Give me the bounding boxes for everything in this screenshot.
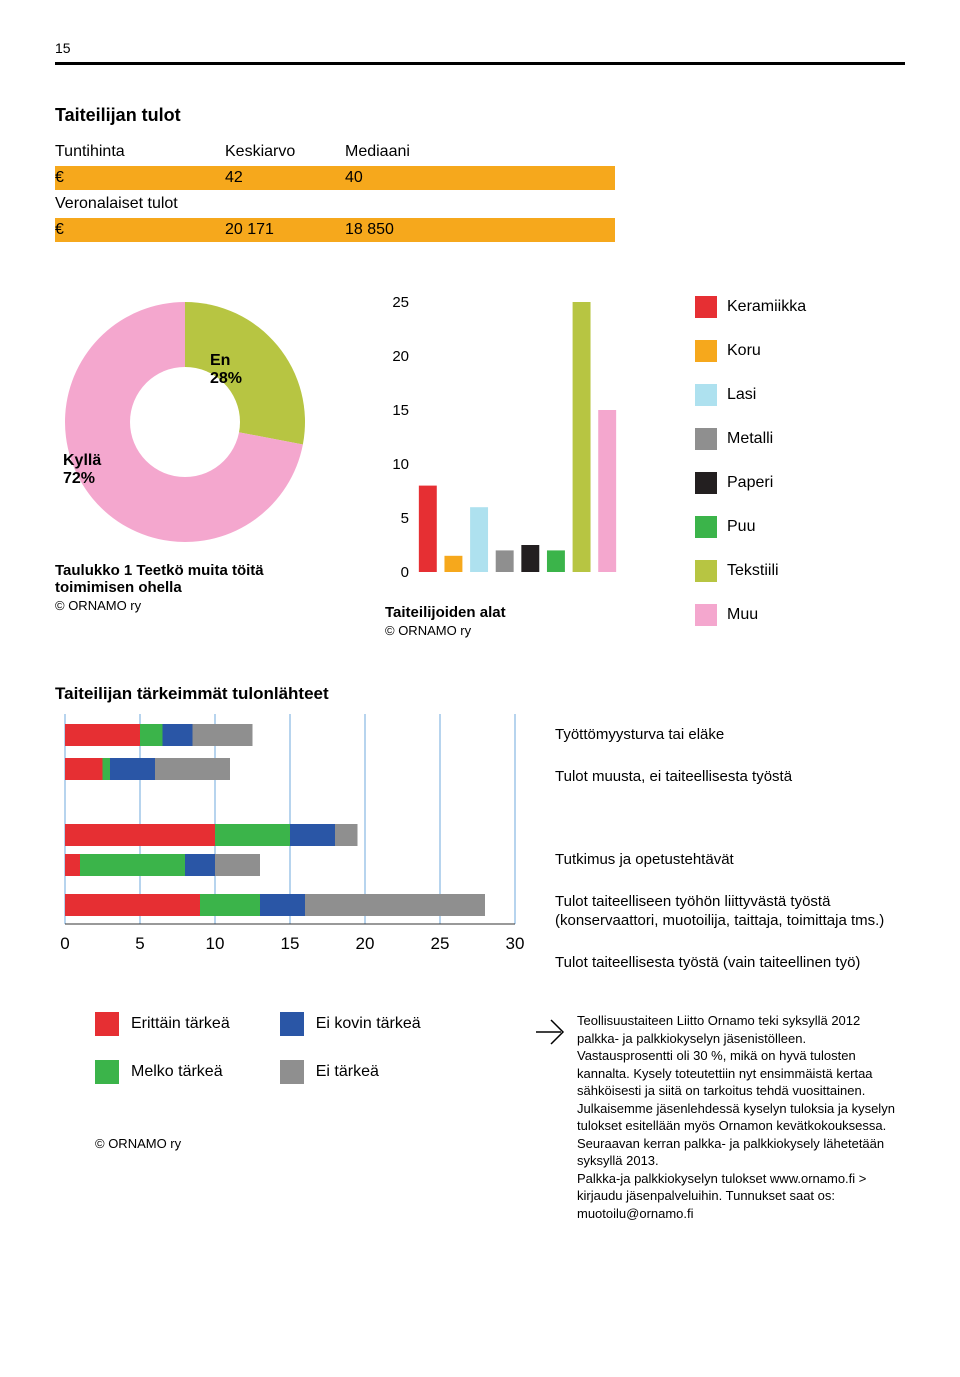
cell-avg: 20 171 xyxy=(225,221,345,239)
th-keskiarvo: Keskiarvo xyxy=(225,143,345,161)
stacked-row-label: Tulot muusta, ei taiteellisesta työstä xyxy=(555,766,905,789)
legend-label: Puu xyxy=(727,518,755,536)
legend-label: Koru xyxy=(727,342,761,360)
legend-label: Erittäin tärkeä xyxy=(131,1015,230,1033)
info-text: Teollisuustaiteen Liitto Ornamo teki syk… xyxy=(531,1012,905,1223)
swatch-icon xyxy=(695,560,717,582)
svg-text:0: 0 xyxy=(401,564,409,581)
swatch-icon xyxy=(695,428,717,450)
legend-item: Tekstiili xyxy=(695,560,895,582)
donut-en-pct: 28% xyxy=(210,370,242,388)
info-paragraph: Teollisuustaiteen Liitto Ornamo teki syk… xyxy=(577,1013,895,1168)
table-row: € 42 40 xyxy=(55,166,615,190)
swatch-icon xyxy=(695,340,717,362)
cell-med: 18 850 xyxy=(345,221,465,239)
top-rule xyxy=(55,62,905,65)
stacked-bar-chart: 0 5 10 15 20 25 30 xyxy=(55,714,525,984)
materials-legend: Keramiikka Koru Lasi Metalli Paperi Puu Teksti… xyxy=(695,292,895,638)
legend-item: Ei tärkeä xyxy=(280,1060,421,1084)
svg-text:15: 15 xyxy=(392,402,409,419)
legend-label: Muu xyxy=(727,606,758,624)
info-paragraph2: Palkka-ja palkkiokyselyn tulokset www.or… xyxy=(577,1171,866,1221)
svg-text:5: 5 xyxy=(401,510,409,527)
stacked-row-label: Tulot taiteellisesta työstä (vain taitee… xyxy=(555,952,905,975)
swatch-icon xyxy=(695,384,717,406)
legend-item: Paperi xyxy=(695,472,895,494)
th-mediaani: Mediaani xyxy=(345,143,465,161)
row-veronalaiset-label: Veronalaiset tulot xyxy=(55,195,225,213)
legend-item: Lasi xyxy=(695,384,895,406)
stacked-row-label: Tulot taiteelliseen työhön liittyvästä t… xyxy=(555,891,905,933)
bar-chart: 0 5 10 15 20 25 xyxy=(385,292,625,592)
swatch-icon xyxy=(280,1012,304,1036)
svg-text:5: 5 xyxy=(135,934,144,953)
stacked-labels: Työttömyysturva tai eläke Tulot muusta, e… xyxy=(555,714,905,984)
legend-item: Keramiikka xyxy=(695,296,895,318)
table-row: € 20 171 18 850 xyxy=(55,218,615,242)
svg-text:30: 30 xyxy=(506,934,525,953)
th-tuntihinta: Tuntihinta xyxy=(55,143,225,161)
donut-caption: Taulukko 1 Teetkö muita töitä toimimisen… xyxy=(55,562,345,596)
legend-item: Ei kovin tärkeä xyxy=(280,1012,421,1036)
cell-med: 40 xyxy=(345,169,465,187)
stacked-title: Taiteilijan tärkeimmät tulonlähteet xyxy=(55,684,905,704)
donut-chart: Kyllä 72% En 28% xyxy=(55,292,315,552)
swatch-icon xyxy=(95,1060,119,1084)
donut-kylla-label: Kyllä xyxy=(63,452,101,470)
svg-text:10: 10 xyxy=(392,456,409,473)
cell-sym: € xyxy=(55,169,225,187)
svg-text:25: 25 xyxy=(392,294,409,311)
legend-label: Keramiikka xyxy=(727,298,806,316)
svg-text:0: 0 xyxy=(60,934,69,953)
legend-label: Lasi xyxy=(727,386,756,404)
swatch-icon xyxy=(695,472,717,494)
legend-item: Erittäin tärkeä xyxy=(95,1012,230,1036)
bars-caption: Taiteilijoiden alat xyxy=(385,604,655,621)
legend-label: Tekstiili xyxy=(727,562,779,580)
svg-text:10: 10 xyxy=(206,934,225,953)
stacked-row-label: Tutkimus ja opetustehtävät xyxy=(555,849,905,872)
donut-en-label: En xyxy=(210,352,242,370)
swatch-icon xyxy=(280,1060,304,1084)
legend-item: Muu xyxy=(695,604,895,626)
cell-avg: 42 xyxy=(225,169,345,187)
legend-label: Metalli xyxy=(727,430,773,448)
svg-text:25: 25 xyxy=(431,934,450,953)
legend-item: Melko tärkeä xyxy=(95,1060,230,1084)
legend-label: Melko tärkeä xyxy=(131,1063,223,1081)
swatch-icon xyxy=(695,516,717,538)
legend-label: Ei tärkeä xyxy=(316,1063,379,1081)
swatch-icon xyxy=(695,296,717,318)
legend-label: Ei kovin tärkeä xyxy=(316,1015,421,1033)
income-table: Tuntihinta Keskiarvo Mediaani € 42 40 Ve… xyxy=(55,140,615,242)
svg-text:15: 15 xyxy=(281,934,300,953)
svg-text:20: 20 xyxy=(356,934,375,953)
legend-item: Puu xyxy=(695,516,895,538)
arrow-icon xyxy=(531,1012,571,1052)
swatch-icon xyxy=(695,604,717,626)
legend2-credit: © ORNAMO ry xyxy=(95,1136,230,1151)
legend-item: Metalli xyxy=(695,428,895,450)
page-number: 15 xyxy=(55,40,905,56)
legend-item: Koru xyxy=(695,340,895,362)
swatch-icon xyxy=(95,1012,119,1036)
donut-credit: © ORNAMO ry xyxy=(55,598,345,613)
stacked-row-label: Työttömyysturva tai eläke xyxy=(555,724,905,747)
svg-text:20: 20 xyxy=(392,348,409,365)
legend-label: Paperi xyxy=(727,474,773,492)
bars-credit: © ORNAMO ry xyxy=(385,623,655,638)
donut-kylla-pct: 72% xyxy=(63,470,101,488)
title-taiteilijan-tulot: Taiteilijan tulot xyxy=(55,105,905,126)
cell-sym: € xyxy=(55,221,225,239)
